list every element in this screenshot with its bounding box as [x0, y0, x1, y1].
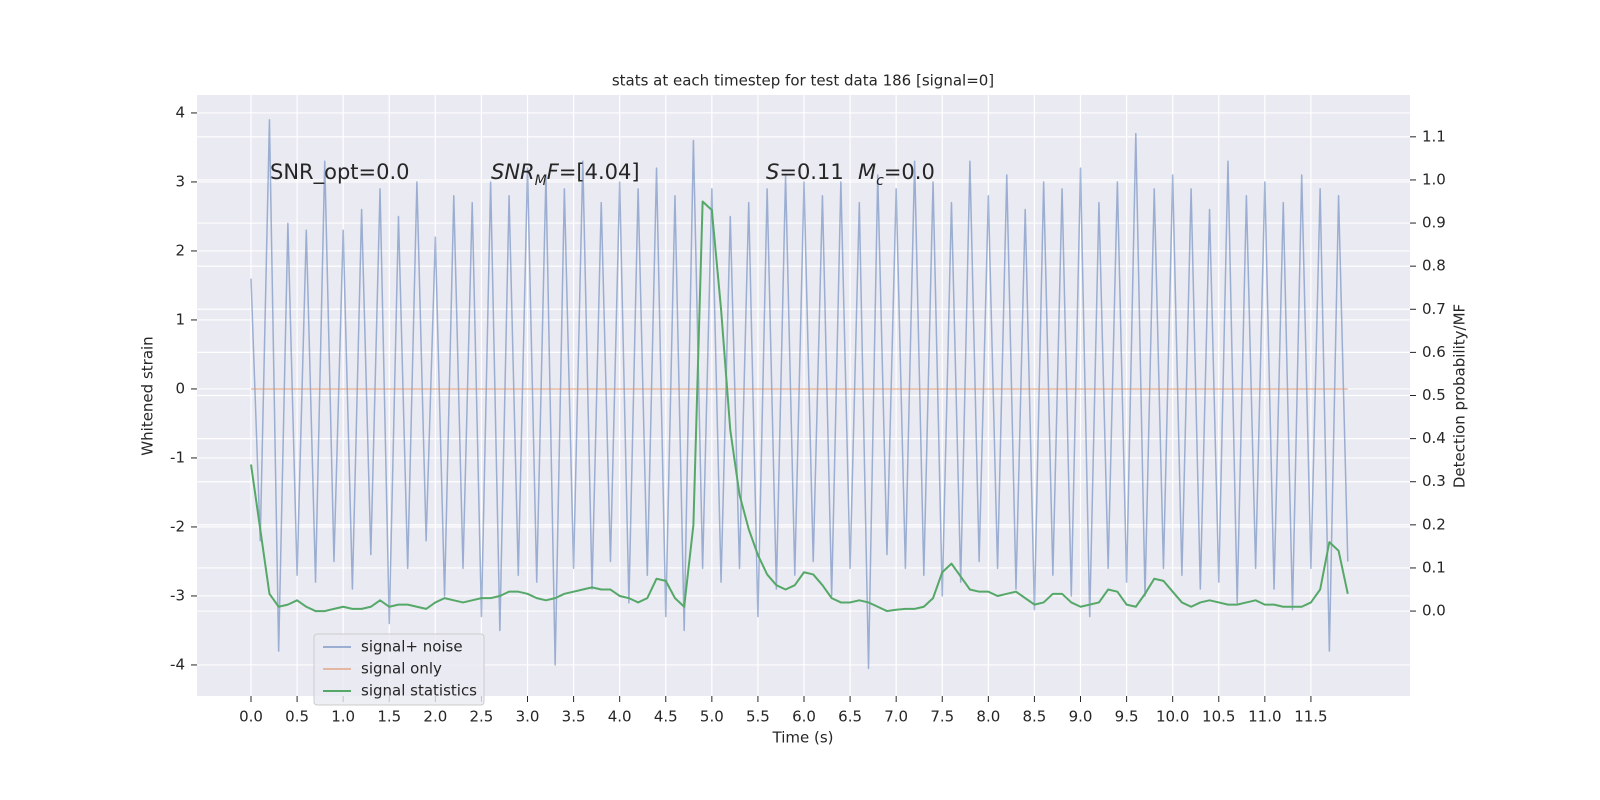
y2-tick-label: 0.1 [1422, 558, 1446, 576]
x-tick-label: 3.0 [516, 708, 540, 726]
x-tick-label: 6.0 [792, 708, 816, 726]
annotation-part: M [858, 160, 876, 184]
x-tick-label: 11.0 [1248, 708, 1281, 726]
y-tick-label: -3 [170, 586, 185, 604]
annotation-part: =[4.04] [559, 160, 640, 184]
x-tick-label: 2.5 [469, 708, 493, 726]
annotation-part: =0.0 [884, 160, 935, 184]
x-tick-label: 3.5 [562, 708, 586, 726]
x-tick-label: 0.5 [285, 708, 309, 726]
annotation-part: F [547, 160, 560, 184]
x-tick-label: 1.5 [377, 708, 401, 726]
y-tick-label: 2 [175, 241, 185, 259]
annotation: SNRMF=[4.04] [491, 160, 640, 189]
y2-tick-label: 1.0 [1422, 170, 1446, 188]
x-tick-label: 10.5 [1202, 708, 1235, 726]
y-tick-label: 4 [175, 103, 185, 121]
annotation: S=0.11 [766, 160, 844, 184]
y-axis-label: Whitened strain [139, 336, 157, 455]
y2-tick-label: 0.4 [1422, 429, 1446, 447]
y2-tick-label: 0.0 [1422, 602, 1446, 620]
y-tick-label: 1 [175, 310, 185, 328]
y2-tick-label: 0.6 [1422, 343, 1446, 361]
y-tick-label: 0 [175, 379, 185, 397]
x-tick-label: 8.5 [1022, 708, 1046, 726]
x-tick-label: 7.0 [884, 708, 908, 726]
y-tick-label: 3 [175, 172, 185, 190]
annotation-part: SNR_opt=0.0 [270, 160, 410, 185]
legend-label: signal+ noise [361, 638, 463, 656]
legend-label: signal statistics [361, 682, 477, 700]
y-tick-label: -4 [170, 655, 185, 673]
annotation-part: M [535, 173, 547, 189]
y2-tick-label: 0.7 [1422, 300, 1446, 318]
y-tick-label: -1 [170, 448, 185, 466]
y2-tick-label: 0.3 [1422, 472, 1446, 490]
x-tick-label: 1.0 [331, 708, 355, 726]
x-tick-label: 7.5 [930, 708, 954, 726]
x-axis-label: Time (s) [772, 729, 834, 747]
x-tick-label: 4.5 [654, 708, 678, 726]
annotation-part: c [876, 173, 884, 189]
x-tick-label: 10.0 [1156, 708, 1189, 726]
legend-box [313, 633, 485, 706]
x-tick-label: 9.0 [1069, 708, 1093, 726]
annotation: Mc=0.0 [858, 160, 935, 189]
y2-tick-label: 0.8 [1422, 257, 1446, 275]
x-tick-label: 5.5 [746, 708, 770, 726]
x-tick-label: 2.0 [423, 708, 447, 726]
annotation-part: =0.11 [779, 160, 843, 184]
annotation: SNR_opt=0.0 [270, 160, 410, 185]
x-tick-label: 11.5 [1294, 708, 1327, 726]
annotation-part: S [766, 160, 779, 184]
y2-axis-label: Detection probability/MF [1451, 304, 1469, 488]
series-line [250, 119, 1349, 670]
x-tick-label: 6.5 [838, 708, 862, 726]
y2-tick-label: 1.1 [1422, 127, 1446, 145]
y2-tick-label: 0.5 [1422, 386, 1446, 404]
series-line [250, 200, 1349, 613]
y2-tick-label: 0.9 [1422, 214, 1446, 232]
legend-label: signal only [361, 660, 442, 678]
x-tick-label: 8.0 [976, 708, 1000, 726]
x-tick-label: 9.5 [1115, 708, 1139, 726]
y-tick-label: -2 [170, 517, 185, 535]
x-tick-label: 5.0 [700, 708, 724, 726]
annotation-part: SNR [491, 160, 535, 184]
x-tick-label: 0.0 [239, 708, 263, 726]
x-tick-label: 4.0 [608, 708, 632, 726]
chart-title: stats at each timestep for test data 186… [612, 72, 994, 90]
y2-tick-label: 0.2 [1422, 515, 1446, 533]
